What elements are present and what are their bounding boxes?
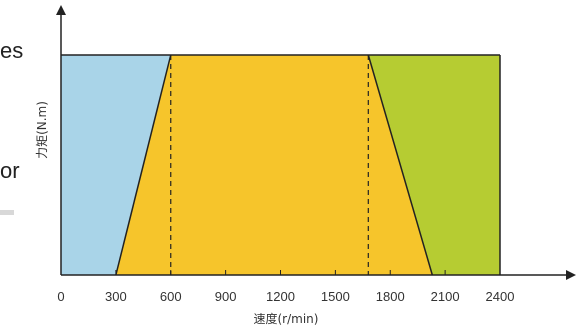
x-tick-label: 300	[105, 289, 127, 304]
x-tick-label: 1500	[321, 289, 350, 304]
region-left	[61, 55, 171, 275]
cropped-text-fragment-1: es	[0, 38, 24, 63]
outline-layer	[61, 54, 501, 276]
regions-layer	[61, 55, 500, 275]
cropped-text-fragment-2: or	[0, 158, 20, 183]
falling-edge-line	[367, 54, 434, 276]
x-tick-label: 1200	[266, 289, 295, 304]
x-tick-label: 2100	[431, 289, 460, 304]
faded-text-fragment	[0, 210, 14, 215]
region-center	[115, 55, 433, 275]
y-axis-label: 力矩(N.m)	[35, 101, 49, 159]
x-tick-label: 2400	[486, 289, 515, 304]
x-tick-label: 600	[160, 289, 182, 304]
x-axis-label: 速度(r/min)	[254, 311, 319, 326]
rising-edge-line	[115, 54, 172, 276]
ticks-layer: 0 300 600 900 1200 1500 1800 2100 2400	[57, 270, 514, 304]
axes-layer	[56, 5, 576, 280]
x-tick-label: 900	[215, 289, 237, 304]
x-tick-label: 0	[57, 289, 64, 304]
x-tick-label: 1800	[376, 289, 405, 304]
region-right	[368, 55, 500, 275]
